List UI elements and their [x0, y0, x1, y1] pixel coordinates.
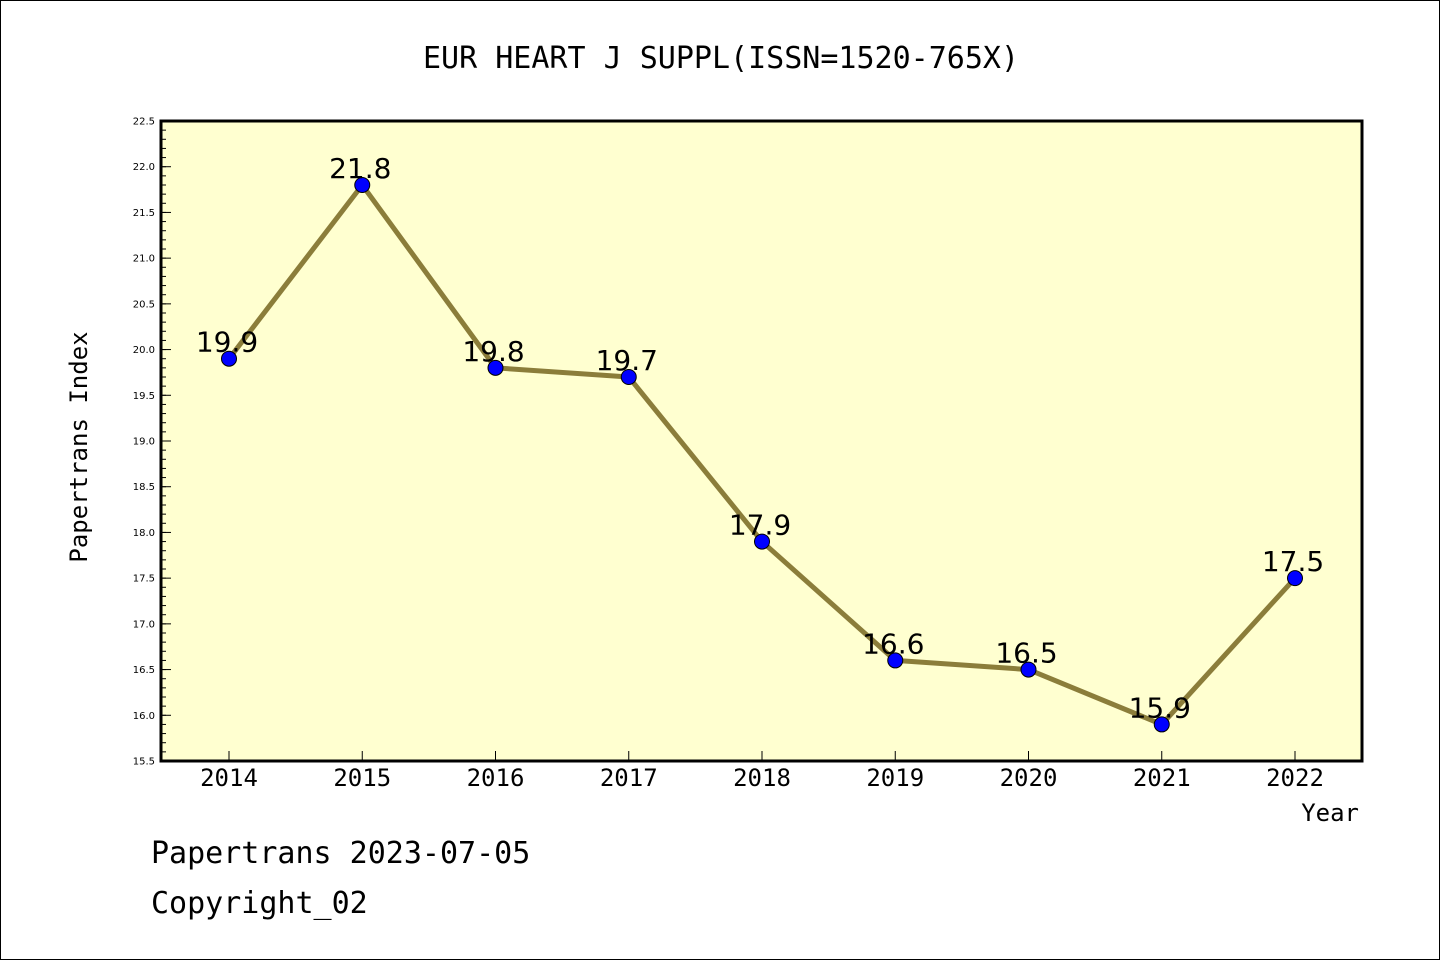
y-tick-label: 18.5: [133, 482, 155, 493]
data-label: 19.8: [462, 335, 524, 368]
data-point: [887, 652, 904, 669]
data-point: [754, 533, 770, 550]
y-axis-label: Papertrans Index: [65, 331, 93, 562]
y-tick-label: 20.0: [133, 345, 155, 356]
data-point: [620, 369, 637, 385]
data-label: 16.6: [862, 627, 924, 660]
data-point: [1020, 661, 1037, 678]
data-point: [221, 350, 237, 367]
chart-title: EUR HEART J SUPPL(ISSN=1520-765X): [423, 41, 1019, 76]
y-tick-label: 21.0: [133, 254, 155, 265]
data-label: 19.9: [196, 326, 258, 359]
y-tick-label: 16.5: [133, 665, 155, 676]
x-axis-ticks: 2014 2015 2016 2017 2018 2019 2020 2021 2022: [200, 751, 1324, 792]
y-tick-label: 22.5: [133, 117, 155, 128]
plot-area: [159, 119, 1364, 763]
x-tick-label: 2022: [1266, 764, 1324, 792]
data-label: 16.5: [995, 637, 1057, 670]
y-tick-label: 22.0: [133, 162, 155, 173]
data-label: 17.9: [729, 509, 791, 542]
data-label: 19.7: [596, 344, 658, 377]
x-tick-label: 2017: [600, 764, 658, 792]
footer-date: Papertrans 2023-07-05: [151, 836, 531, 871]
data-point: [354, 177, 371, 193]
data-point: [487, 359, 504, 376]
y-tick-label: 16.0: [133, 711, 155, 722]
x-tick-label: 2019: [866, 764, 924, 792]
y-tick-label: 17.0: [133, 619, 155, 630]
data-point: [1287, 570, 1303, 587]
y-tick-label: 20.5: [133, 299, 155, 310]
x-tick-label: 2016: [467, 764, 525, 792]
data-label: 21.8: [329, 152, 391, 185]
y-tick-label: 19.0: [133, 437, 155, 448]
y-tick-label: 15.5: [133, 757, 155, 768]
footer-copyright: Copyright_02: [151, 886, 368, 921]
x-tick-label: 2015: [333, 764, 391, 792]
y-tick-label: 17.5: [133, 574, 155, 585]
x-tick-label: 2020: [1000, 764, 1058, 792]
data-label: 15.9: [1129, 691, 1191, 724]
x-tick-label: 2018: [733, 764, 791, 792]
y-tick-label: 21.5: [133, 208, 155, 219]
x-tick-label: 2014: [200, 764, 258, 792]
y-axis-ticks: 15.5 16.0 16.5 17.0 17.5 18.0 18.5 19.0 19.5 20.0…: [133, 117, 171, 768]
y-tick-label: 18.0: [133, 528, 155, 539]
series-layer: 19.9 21.8 19.8 19.7 17.9 16.6 16.5 15.9 17.5: [196, 152, 1324, 733]
x-axis-label: Year: [1301, 799, 1359, 827]
data-label: 17.5: [1262, 545, 1324, 578]
y-tick-label: 19.5: [133, 391, 155, 402]
data-point: [1153, 716, 1170, 733]
x-tick-label: 2021: [1133, 764, 1191, 792]
